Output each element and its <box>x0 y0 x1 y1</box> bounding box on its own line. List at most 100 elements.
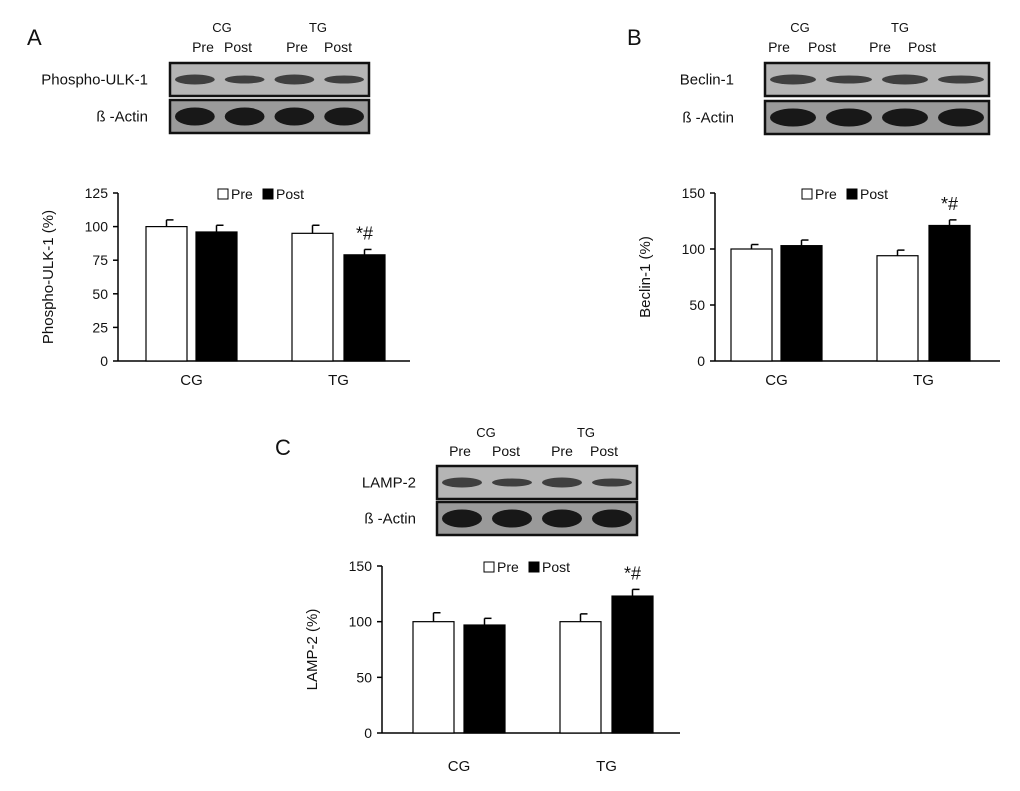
x-category-label: CG <box>765 372 788 389</box>
blot-lane-label: Pre <box>449 443 471 459</box>
blot-band <box>938 108 984 127</box>
blot-band <box>274 107 315 126</box>
y-tick-label: 150 <box>682 185 706 201</box>
blot-group-label: TG <box>577 425 595 440</box>
blot-band <box>442 477 482 488</box>
bar-post-tg <box>928 224 971 362</box>
significance-marker: *# <box>356 223 373 243</box>
bar-pre-cg <box>730 248 773 362</box>
blot-lane-label: Pre <box>192 39 214 55</box>
blot-row-label: ß -Actin <box>364 511 416 528</box>
panel-label: B <box>627 25 642 50</box>
blot-band <box>324 75 364 84</box>
x-category-label: TG <box>596 758 617 775</box>
bar-pre-cg <box>145 226 188 362</box>
y-tick-label: 100 <box>85 219 109 235</box>
blot-band <box>224 75 265 84</box>
y-tick-label: 125 <box>85 185 109 201</box>
legend-label: Post <box>276 186 304 202</box>
blot-group-label: CG <box>790 20 810 35</box>
blot-row-label: ß -Actin <box>682 110 734 127</box>
blot-band <box>938 75 984 84</box>
significance-marker: *# <box>941 194 958 214</box>
blot-lane-label: Post <box>590 443 618 459</box>
blot-band <box>274 74 315 85</box>
y-tick-label: 0 <box>100 353 108 369</box>
y-axis-label: Phospho-ULK-1 (%) <box>40 210 57 344</box>
blot-lane-label: Post <box>324 39 352 55</box>
blot-row-label: Phospho-ULK-1 <box>41 72 148 89</box>
blot-band <box>770 74 816 85</box>
y-tick-label: 50 <box>356 669 372 685</box>
blot-group-label: CG <box>212 20 232 35</box>
bar-post-tg <box>343 254 386 362</box>
panel-label: C <box>275 435 291 460</box>
bar-pre-tg <box>559 621 602 734</box>
bar-pre-cg <box>412 621 455 734</box>
y-tick-label: 75 <box>92 252 108 268</box>
legend-swatch-post <box>528 561 540 573</box>
bar-post-tg <box>611 595 654 734</box>
blot-band <box>442 509 482 528</box>
y-tick-label: 100 <box>349 614 373 630</box>
blot-band <box>492 509 532 528</box>
blot-lane-label: Post <box>492 443 520 459</box>
blot-lane-label: Post <box>908 39 936 55</box>
legend-swatch-post <box>262 188 274 200</box>
x-category-label: CG <box>448 758 471 775</box>
bar-post-cg <box>195 231 238 362</box>
y-tick-label: 100 <box>682 241 706 257</box>
blot-lane-label: Pre <box>869 39 891 55</box>
blot-lane-label: Pre <box>286 39 308 55</box>
blot-band <box>826 108 872 127</box>
legend-swatch-pre <box>217 188 229 200</box>
blot-row-label: Beclin-1 <box>680 72 734 89</box>
legend-swatch-pre <box>483 561 495 573</box>
blot-band <box>175 74 215 85</box>
legend-label: Post <box>860 186 888 202</box>
blot-band <box>224 107 265 126</box>
blot-band <box>882 108 928 127</box>
y-tick-label: 150 <box>349 558 373 574</box>
y-tick-label: 0 <box>697 353 705 369</box>
legend-label: Post <box>542 559 570 575</box>
blot-row-label: ß -Actin <box>96 109 148 126</box>
blot-group-label: TG <box>309 20 327 35</box>
legend-label: Pre <box>497 559 519 575</box>
y-axis-label: LAMP-2 (%) <box>304 609 321 691</box>
legend-swatch-post <box>846 188 858 200</box>
bar-pre-tg <box>291 232 334 362</box>
blot-band <box>592 509 632 528</box>
x-category-label: TG <box>913 372 934 389</box>
blot-lane-label: Pre <box>768 39 790 55</box>
bar-pre-tg <box>876 255 919 362</box>
y-axis-label: Beclin-1 (%) <box>637 236 654 318</box>
blot-group-label: TG <box>891 20 909 35</box>
legend-swatch-pre <box>801 188 813 200</box>
legend-label: Pre <box>815 186 837 202</box>
significance-marker: *# <box>624 563 641 583</box>
blot-lane-label: Post <box>808 39 836 55</box>
panel-c: C CG TG Pre Post Pre Post LAMP-2 ß -Actin 0 50 100 1… <box>275 425 680 775</box>
blot-band <box>492 478 532 487</box>
blot-band <box>542 509 582 528</box>
y-tick-label: 25 <box>92 319 108 335</box>
y-tick-label: 50 <box>92 286 108 302</box>
blot-row-label: LAMP-2 <box>362 475 416 492</box>
bar-post-cg <box>463 624 506 734</box>
blot-band <box>882 74 928 85</box>
blot-lane-label: Post <box>224 39 252 55</box>
x-category-label: CG <box>180 372 203 389</box>
x-category-label: TG <box>328 372 349 389</box>
blot-lane-label: Pre <box>551 443 573 459</box>
blot-band <box>175 107 215 126</box>
legend-label: Pre <box>231 186 253 202</box>
blot-band <box>592 478 632 487</box>
y-tick-label: 50 <box>689 297 705 313</box>
blot-band <box>324 107 364 126</box>
blot-band <box>826 75 872 84</box>
